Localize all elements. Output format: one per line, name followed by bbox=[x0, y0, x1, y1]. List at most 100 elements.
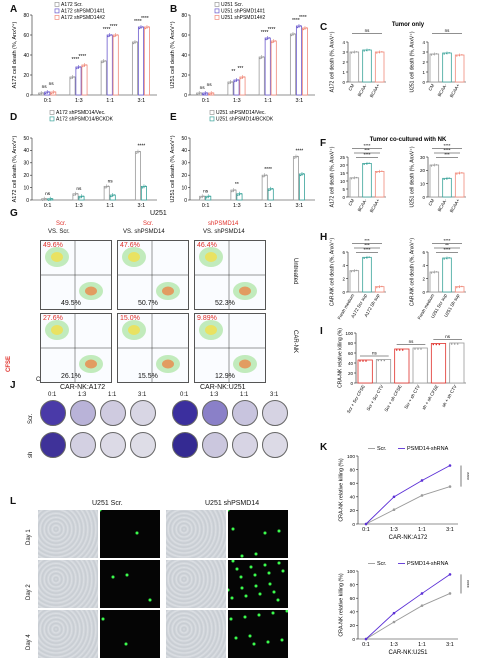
chart-h-left-sig-label: **** bbox=[363, 247, 370, 252]
chart-k1-ytick-label: 20 bbox=[350, 508, 356, 514]
chart-h-left-point bbox=[381, 285, 383, 288]
chart-f-left-ylabel: A172 cell death (%, AnxV⁺) bbox=[330, 146, 336, 207]
chart-i-bar bbox=[430, 343, 447, 384]
chart-b-point bbox=[198, 93, 200, 95]
l-row-day1: Day 1 bbox=[26, 529, 32, 545]
chart-a: 0 20 40 60 80 A172 cell death (%, AnxV⁺) 0:1 1:… bbox=[11, 2, 157, 104]
chart-c-left-ytick-label: 3 bbox=[342, 50, 345, 55]
chart-d-point bbox=[144, 185, 147, 187]
chart-e-legend-swatch bbox=[209, 116, 215, 122]
chart-k2-xlabel: CAR-NK:U251 bbox=[388, 650, 428, 656]
chart-e-point bbox=[199, 197, 202, 199]
chart-a-point bbox=[101, 61, 103, 64]
chart-i-point bbox=[450, 343, 453, 345]
chart-b-point bbox=[229, 82, 232, 84]
chart-a-bar bbox=[106, 34, 113, 96]
chart-d-bar bbox=[134, 151, 141, 201]
chart-k2-sig-label: **** bbox=[463, 580, 469, 588]
chart-c-left-point bbox=[350, 52, 353, 54]
chart-a-point bbox=[107, 35, 109, 38]
chart-a-point bbox=[70, 77, 72, 80]
chart-b-point bbox=[202, 93, 205, 96]
dish-ratio-label: 0:1 bbox=[48, 392, 57, 398]
chart-h-right-ytick-label: 2 bbox=[422, 276, 425, 281]
fluorescence-image bbox=[100, 610, 160, 658]
chart-c-right-ytick-label: 0 bbox=[422, 80, 425, 85]
panel-letter-i: I bbox=[320, 326, 323, 337]
chart-e-point bbox=[207, 196, 209, 198]
chart-d-legend-swatch bbox=[49, 116, 55, 122]
chart-e-sig-label: **** bbox=[295, 149, 303, 155]
culture-dish bbox=[262, 432, 288, 458]
culture-dish bbox=[100, 432, 126, 458]
chart-b-point bbox=[259, 57, 261, 60]
flow-scatter bbox=[41, 314, 111, 382]
chart-h-left-ytick-label: 4 bbox=[342, 263, 345, 268]
chart-h-right-point bbox=[443, 258, 445, 260]
chart-i-ytick-label: 100 bbox=[345, 331, 353, 336]
chart-a-legend-swatch bbox=[54, 2, 60, 7]
chart-c-right-ytick-label: 2 bbox=[422, 60, 425, 65]
chart-b-bar bbox=[301, 27, 308, 96]
chart-f-left-ytick-label: 0 bbox=[342, 195, 345, 200]
chart-a-bar bbox=[100, 60, 107, 96]
chart-f-left-ytick-label: 25 bbox=[340, 155, 346, 160]
flow-top-percent: 27.6% bbox=[43, 315, 63, 322]
chart-k1-xtick-label: 3:1 bbox=[446, 527, 454, 533]
chart-b-sig-label: ** bbox=[231, 69, 235, 75]
chart-a-point bbox=[103, 61, 105, 63]
chart-h-left-sig-label: *** bbox=[364, 243, 370, 248]
chart-k1-series-line bbox=[365, 465, 451, 525]
chart-c-left-point bbox=[368, 49, 370, 51]
chart-b-bar bbox=[270, 40, 277, 96]
chart-c-left-ylabel: A172 cell death (%, AnxV⁺) bbox=[330, 31, 336, 92]
chart-e-point bbox=[299, 174, 302, 177]
chart-d-xtick-label: 0:1 bbox=[44, 203, 52, 209]
chart-k2-legend-entry: Scr. bbox=[377, 561, 387, 567]
chart-e-bar bbox=[292, 156, 299, 201]
chart-e-xtick-label: 3:1 bbox=[296, 203, 304, 209]
chart-i-bar bbox=[394, 348, 410, 384]
chart-k2-ytick-label: 100 bbox=[347, 569, 355, 575]
culture-dish bbox=[40, 400, 66, 426]
chart-b-sig-label: *** bbox=[237, 66, 243, 72]
chart-k2-point bbox=[420, 604, 424, 607]
l-row-day4: Day 4 bbox=[26, 634, 32, 650]
chart-k1-point bbox=[392, 508, 396, 512]
chart-d-legend-entry: A172 shPSMD14/BCKDK bbox=[56, 117, 114, 123]
chart-e-point bbox=[293, 157, 296, 159]
chart-c-right-ytick-label: 4 bbox=[422, 40, 425, 45]
chart-b-point bbox=[274, 40, 277, 42]
chart-c-left-bar bbox=[349, 51, 360, 83]
chart-h-left-bar bbox=[349, 270, 360, 293]
chart-i-point bbox=[359, 360, 361, 362]
chart-h-right-bar bbox=[442, 257, 452, 293]
chart-h-left-point bbox=[378, 286, 381, 288]
flow-bottom-percent: 12.9% bbox=[215, 373, 235, 380]
chart-f-left-ytick-label: 20 bbox=[340, 163, 346, 168]
chart-k2-point bbox=[364, 637, 368, 641]
chart-d-point bbox=[137, 151, 139, 154]
chart-e-point bbox=[203, 195, 205, 197]
chart-f-right-xtick-label: CM bbox=[427, 198, 435, 207]
chart-a-bar bbox=[137, 26, 144, 96]
chart-a-point bbox=[82, 65, 84, 68]
chart-d-point bbox=[43, 198, 45, 201]
chart-f-right-ytick-label: 30 bbox=[420, 155, 426, 160]
chart-d-point bbox=[74, 193, 77, 196]
j-right-title: CAR-NK:U251 bbox=[200, 384, 246, 391]
chart-a-bar bbox=[69, 76, 76, 96]
chart-e-point bbox=[262, 176, 264, 178]
chart-a-point bbox=[48, 91, 50, 93]
chart-d-point bbox=[80, 196, 83, 198]
chart-i-xtick-label: sh + sh CTV bbox=[441, 384, 458, 408]
chart-d-legend-entry: A172 shPSMD14/Vec. bbox=[56, 110, 105, 116]
chart-a-point bbox=[104, 60, 107, 62]
brightfield-image bbox=[38, 610, 98, 658]
chart-f-left-point bbox=[355, 176, 358, 179]
chart-a-ytick-label: 80 bbox=[23, 13, 29, 19]
chart-b-point bbox=[267, 38, 269, 40]
chart-d-xtick-label: 1:1 bbox=[106, 203, 114, 209]
chart-a-sig-label: ns bbox=[42, 85, 48, 90]
chart-k2-ylabel: CRA-NK relative killing (%) bbox=[339, 573, 345, 637]
